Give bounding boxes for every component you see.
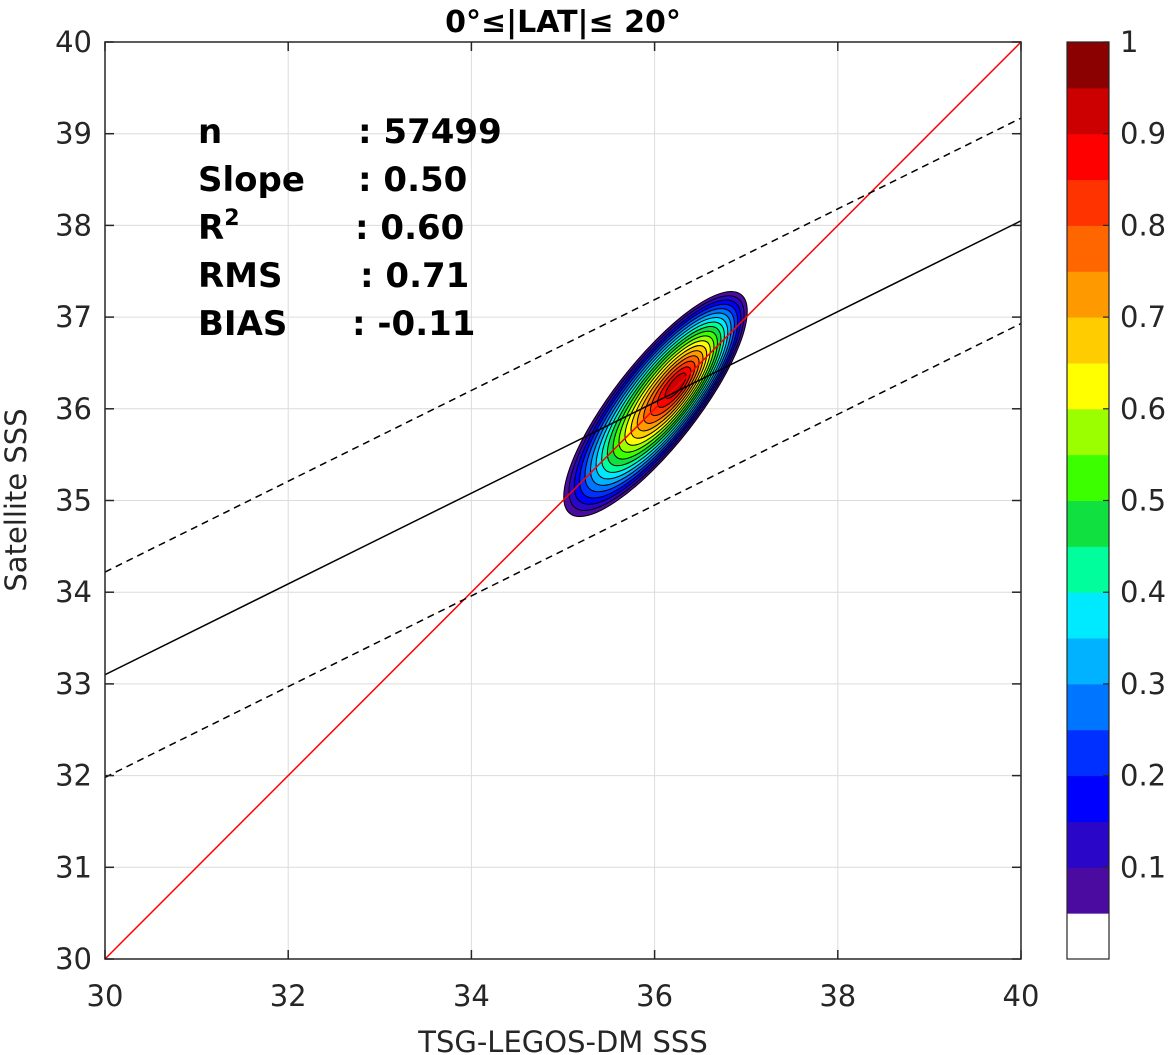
y-tick-label: 31 [55, 850, 92, 884]
colorbar-tick-label: 0.8 [1120, 208, 1166, 242]
stat-value: : 57499 [358, 112, 502, 152]
regression-line [105, 220, 1021, 676]
colorbar-segment [1067, 133, 1109, 181]
colorbar-tick-label: 0.6 [1120, 392, 1166, 426]
colorbar-segment [1067, 225, 1109, 272]
colorbar-segment [1067, 729, 1109, 777]
stat-value: : 0.50 [358, 160, 467, 200]
y-tick-label: 38 [55, 208, 92, 242]
colorbar-tick-label: 0.5 [1120, 484, 1166, 518]
y-tick-label: 35 [55, 484, 92, 518]
colorbar-tick-label: 0.4 [1120, 575, 1166, 609]
colorbar-segment [1067, 913, 1109, 960]
x-tick-label: 34 [453, 979, 490, 1013]
upper-bound-line [105, 117, 1021, 573]
grid-lines [105, 42, 1021, 959]
colorbar-segment [1067, 454, 1109, 501]
one-to-one-line [105, 42, 1021, 959]
colorbar-segment [1067, 683, 1109, 731]
colorbar-segment [1067, 362, 1109, 410]
colorbar-segment [1067, 271, 1109, 318]
colorbar-tick-label: 0.3 [1120, 667, 1166, 701]
x-tick-label: 38 [819, 979, 856, 1013]
x-tick-label: 30 [87, 979, 124, 1013]
colorbar-segment [1067, 87, 1109, 135]
colorbar: 0.1 0.2 0.3 0.4 0.5 0.6 0.7 0.8 0.9 1 [1066, 25, 1166, 960]
y-tick-label: 33 [55, 667, 92, 701]
stat-label: Slope [198, 160, 305, 200]
x-axis-label: TSG-LEGOS-DM SSS [417, 1025, 708, 1055]
colorbar-tick-label: 1 [1120, 25, 1138, 59]
stat-value: : -0.11 [352, 304, 475, 344]
y-tick-label: 32 [55, 759, 92, 793]
colorbar-segment [1067, 317, 1109, 364]
y-axis-label: Satellite SSS [0, 408, 33, 591]
colorbar-segment [1067, 592, 1109, 639]
y-tick-label: 40 [55, 25, 92, 59]
chart-title: 0°≤|LAT|≤ 20° [445, 5, 681, 40]
stat-value: : 0.71 [360, 256, 469, 296]
density-contours [563, 290, 748, 518]
x-tick-label: 40 [1003, 979, 1040, 1013]
colorbar-segment [1067, 775, 1109, 822]
stat-superscript: 2 [224, 206, 239, 231]
x-tick-label: 36 [636, 979, 673, 1013]
colorbar-segment [1067, 408, 1109, 456]
stat-label: R2 [198, 206, 240, 248]
y-tick-label: 30 [55, 942, 92, 976]
stat-value: : 0.60 [355, 208, 464, 248]
colorbar-segment [1067, 500, 1109, 547]
colorbar-segment [1067, 867, 1109, 914]
colorbar-segment [1067, 179, 1109, 226]
stat-label: RMS [198, 256, 283, 296]
colorbar-segment [1067, 638, 1109, 685]
lower-bound-line [105, 322, 1021, 779]
colorbar-tick-label: 0.1 [1120, 850, 1166, 884]
colorbar-segment [1067, 546, 1109, 593]
x-tick-label: 32 [270, 979, 307, 1013]
colorbar-tick-label: 0.9 [1120, 117, 1166, 151]
colorbar-segment [1067, 821, 1109, 868]
stats-annotation: n : 57499 Slope : 0.50 R2 : 0.60 RMS : 0.71 BIAS… [198, 112, 502, 344]
y-tick-label: 39 [55, 117, 92, 151]
reference-lines [105, 42, 1021, 959]
colorbar-segment [1067, 42, 1109, 89]
stat-label: BIAS [198, 304, 287, 344]
y-tick-label: 34 [55, 575, 92, 609]
y-tick-label: 37 [55, 300, 92, 334]
colorbar-tick-label: 0.2 [1120, 759, 1166, 793]
colorbar-tick-label: 0.7 [1120, 300, 1166, 334]
y-tick-label: 36 [55, 392, 92, 426]
axis-ticks: 30 32 34 36 38 40 30 31 32 33 34 35 36 37 38 39 40 [55, 25, 1039, 1013]
stat-label: n [198, 112, 222, 152]
